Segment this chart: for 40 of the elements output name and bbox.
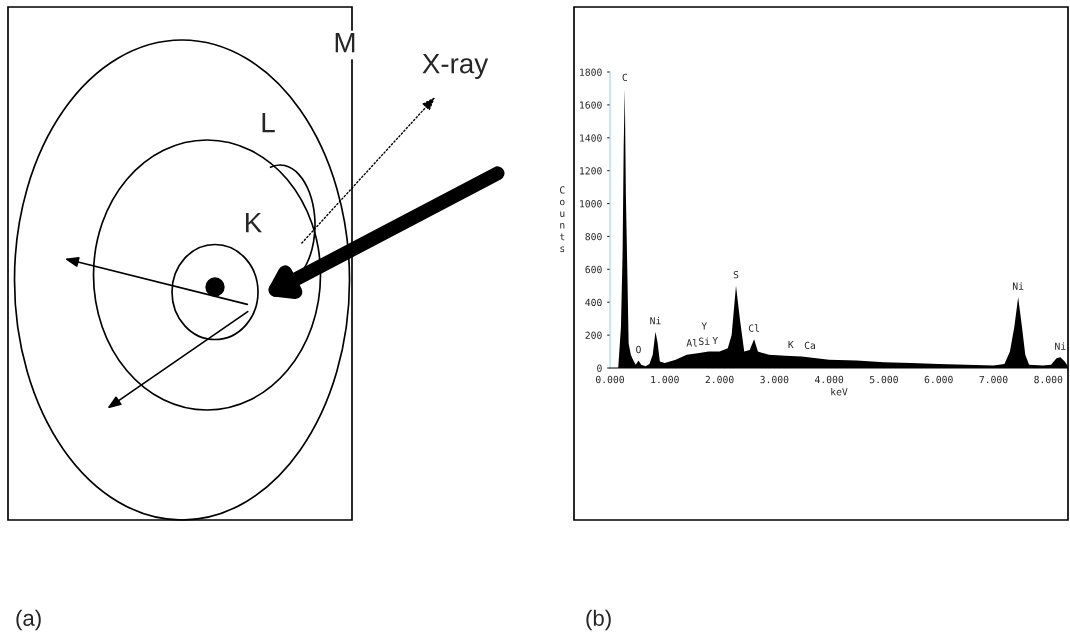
annotation: K (788, 341, 794, 349)
annotation: O (636, 345, 641, 354)
annotation: Cl (748, 324, 759, 332)
y-tick-label: 1400 (580, 134, 602, 142)
annotation: S (733, 270, 739, 279)
annotation: Ni (1012, 282, 1024, 290)
annotation: C (622, 73, 627, 82)
x-tick-label: 7.000 (979, 375, 1008, 384)
y-tick-label: 400 (585, 298, 602, 307)
y-tick-label: 600 (585, 265, 602, 274)
y-tick-label: 800 (585, 232, 602, 241)
text: X-ray (422, 54, 489, 79)
x-tick-label: 4.000 (814, 375, 844, 384)
annotation: Ca (804, 341, 815, 350)
y-axis-title: Counts (559, 186, 565, 253)
annotation: Ni (650, 316, 661, 325)
y-tick-label: 1000 (580, 200, 602, 208)
x-tick-label: 1.000 (651, 375, 679, 384)
text: M (335, 33, 355, 53)
x-tick-label: 5.000 (869, 375, 898, 384)
text: (b) (586, 609, 611, 631)
text: K (246, 213, 262, 233)
text: L (262, 113, 275, 133)
y-tick-label: 0 (597, 364, 602, 372)
x-tick-label: 8.000 (1034, 375, 1063, 384)
text: (a) (16, 609, 41, 631)
annotation: Al (686, 339, 698, 347)
y-tick-label: 200 (585, 331, 602, 339)
annotation: Y (701, 322, 707, 330)
y-tick-label: 1600 (580, 101, 602, 109)
x-tick-label: 6.000 (924, 375, 953, 384)
annotation: Y (712, 336, 718, 344)
x-tick-label: 0.000 (596, 375, 624, 384)
x-tick-label: 3.000 (760, 375, 789, 384)
y-tick-label: 1800 (580, 68, 602, 76)
x-axis-title: keV (831, 387, 848, 396)
annotation: Si (699, 337, 710, 345)
y-tick-label: 1200 (580, 167, 602, 175)
annotation: Ni (1055, 342, 1066, 350)
x-tick-label: 2.000 (705, 375, 734, 384)
